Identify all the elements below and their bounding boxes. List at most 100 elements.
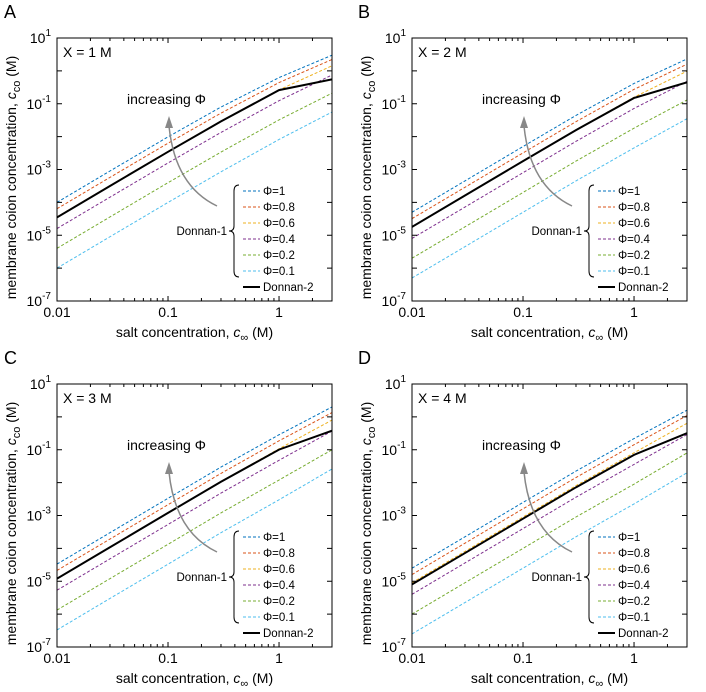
panel-title: X = 4 M: [418, 390, 467, 406]
panel-title: X = 1 M: [63, 44, 112, 60]
legend-group-label: Donnan-1: [176, 226, 227, 238]
series-line-7: [57, 429, 332, 580]
series-line-1: [57, 406, 332, 565]
legend-item: Φ=0.8: [598, 202, 650, 214]
series-line-4: [57, 430, 332, 591]
arrow-shaft: [523, 471, 573, 553]
legend-label: Φ=0.8: [618, 548, 650, 560]
legend-item: Φ=0.1: [598, 266, 650, 278]
legend-label: Φ=0.4: [618, 580, 650, 592]
series-line-4: [57, 74, 332, 229]
series-line-1: [412, 58, 687, 213]
x-axis: 0.01 0.1 1: [43, 384, 333, 666]
legend-item: Φ=1: [598, 532, 640, 544]
y-axis-label: membrane coion concentration, cco (M): [358, 56, 378, 300]
legend-item: Φ=0.4: [598, 234, 650, 246]
legend-label: Φ=0.1: [263, 266, 295, 278]
y-tick-label: 10-7: [382, 637, 407, 655]
series-line-2: [412, 415, 687, 575]
legend-group-label: Donnan-1: [531, 572, 582, 584]
legend-item: Φ=0.1: [243, 266, 295, 278]
y-axis: 10-7 10-5 10-3 10-1 101: [382, 374, 687, 655]
arrow-head-icon: [165, 462, 173, 474]
x-tick-label: 1: [275, 304, 283, 320]
legend-item: Φ=0.8: [243, 202, 295, 214]
legend-item: Φ=0.2: [598, 250, 650, 262]
y-tick-label: 10-7: [27, 291, 52, 309]
arrow-head-icon: [165, 116, 173, 128]
y-tick-label: 10-3: [27, 506, 52, 524]
legend-item: Φ=0.2: [243, 250, 295, 262]
legend-item: Φ=0.4: [598, 580, 650, 592]
y-axis: 10-7 10-5 10-3 10-1 101: [382, 28, 687, 309]
legend-item: Φ=0.4: [243, 580, 295, 592]
annotation-arrow: [165, 462, 218, 553]
legend-group-label: Donnan-1: [531, 226, 582, 238]
legend-label: Φ=0.1: [618, 612, 650, 624]
panel-c: C 0.01 0.1 1 10-7 10-5 10-3 10-1 101 salt concent…: [3, 348, 333, 690]
series-group: [412, 58, 687, 279]
legend-item: Donnan-2: [598, 628, 669, 640]
series-line-5: [412, 452, 687, 615]
legend-label: Φ=1: [618, 186, 640, 198]
series-group: [57, 54, 332, 269]
annotation-text: increasing Φ: [127, 437, 206, 453]
legend-label: Φ=0.2: [618, 250, 650, 262]
legend-label: Donnan-2: [263, 628, 314, 640]
legend-label: Φ=1: [618, 532, 640, 544]
legend-item: Φ=0.1: [243, 612, 295, 624]
y-tick-label: 10-1: [27, 94, 52, 112]
legend-item: Φ=0.8: [598, 548, 650, 560]
y-tick-label: 10-5: [27, 571, 52, 589]
x-axis: 0.01 0.1 1: [398, 38, 688, 320]
legend-item: Φ=0.1: [598, 612, 650, 624]
legend-label: Φ=0.6: [618, 218, 650, 230]
series-line-2: [412, 63, 687, 220]
legend-item: Φ=1: [598, 186, 640, 198]
y-axis-label: membrane coion concentration, cco (M): [3, 402, 23, 646]
legend: Φ=1 Φ=0.8 Φ=0.6 Φ=0.4 Φ=0.2 Φ=0.1 Donnan-2 Donn…: [531, 184, 669, 294]
legend-label: Φ=0.2: [263, 596, 295, 608]
legend-label: Φ=0.1: [618, 266, 650, 278]
series-line-7: [412, 432, 687, 586]
legend-brace: [228, 184, 240, 278]
x-tick-label: 1: [275, 650, 283, 666]
legend: Φ=1 Φ=0.8 Φ=0.6 Φ=0.4 Φ=0.2 Φ=0.1 Donnan-2 Donn…: [176, 184, 314, 294]
y-tick-label: 10-1: [382, 94, 407, 112]
x-axis-label: salt concentration, c∞ (M): [116, 670, 273, 690]
y-tick-label: 10-3: [27, 160, 52, 178]
x-tick-label: 0.1: [513, 304, 533, 320]
x-axis-label: salt concentration, c∞ (M): [471, 324, 628, 344]
legend-brace: [583, 184, 595, 278]
series-line-5: [412, 99, 687, 259]
legend-item: Φ=1: [243, 186, 285, 198]
y-tick-label: 10-7: [382, 291, 407, 309]
panel-letter: B: [358, 2, 370, 22]
legend-label: Φ=1: [263, 532, 285, 544]
y-tick-label: 10-3: [382, 506, 407, 524]
series-line-6: [412, 118, 687, 279]
panel-title: X = 3 M: [63, 390, 112, 406]
y-tick-label: 10-7: [27, 637, 52, 655]
legend-brace: [583, 530, 595, 624]
x-tick-label: 0.01: [43, 650, 70, 666]
series-line-4: [412, 434, 687, 595]
legend-item: Donnan-2: [243, 282, 314, 294]
series-line-5: [57, 92, 332, 249]
annotation-text: increasing Φ: [127, 91, 206, 107]
series-line-6: [412, 472, 687, 635]
legend-item: Φ=0.6: [598, 218, 650, 230]
legend-group-label: Donnan-1: [176, 572, 227, 584]
legend: Φ=1 Φ=0.8 Φ=0.6 Φ=0.4 Φ=0.2 Φ=0.1 Donnan-2 Donn…: [531, 530, 669, 640]
panel-letter: D: [358, 348, 371, 368]
y-axis-label: membrane coion concentration, cco (M): [358, 402, 378, 646]
series-line-4: [412, 80, 687, 239]
series-line-2: [57, 412, 332, 571]
annotation-text: increasing Φ: [482, 91, 561, 107]
series-line-5: [57, 449, 332, 611]
arrow-head-icon: [520, 462, 528, 474]
x-tick-label: 1: [630, 304, 638, 320]
x-axis-label: salt concentration, c∞ (M): [471, 670, 628, 690]
legend-label: Φ=0.6: [263, 218, 295, 230]
